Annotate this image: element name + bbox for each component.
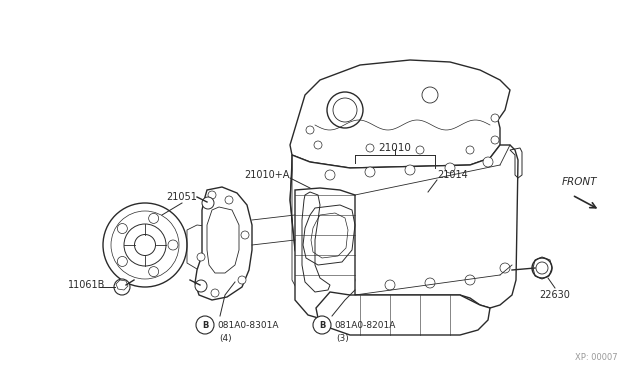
Circle shape (345, 275, 355, 285)
Circle shape (491, 136, 499, 144)
Text: 21014: 21014 (437, 170, 468, 180)
Circle shape (148, 267, 159, 277)
Text: (4): (4) (219, 334, 232, 343)
Circle shape (536, 262, 548, 274)
Circle shape (314, 141, 322, 149)
Circle shape (365, 167, 375, 177)
Circle shape (208, 191, 216, 199)
Circle shape (327, 92, 363, 128)
Text: B: B (202, 321, 208, 330)
Circle shape (124, 224, 166, 266)
Polygon shape (290, 60, 510, 168)
Circle shape (117, 256, 127, 266)
Circle shape (465, 275, 475, 285)
Circle shape (385, 280, 395, 290)
Circle shape (114, 279, 130, 295)
Text: 081A0-8201A: 081A0-8201A (334, 321, 396, 330)
Circle shape (202, 197, 214, 209)
Circle shape (111, 211, 179, 279)
Circle shape (134, 234, 156, 256)
Polygon shape (295, 188, 355, 320)
Circle shape (466, 146, 474, 154)
Circle shape (238, 276, 246, 284)
Circle shape (500, 263, 510, 273)
Circle shape (416, 146, 424, 154)
Text: (3): (3) (336, 334, 349, 343)
Circle shape (405, 165, 415, 175)
Circle shape (491, 114, 499, 122)
Circle shape (168, 240, 178, 250)
Text: 081A0-8301A: 081A0-8301A (217, 321, 278, 330)
Circle shape (425, 278, 435, 288)
Circle shape (103, 203, 187, 287)
Circle shape (195, 280, 207, 292)
Circle shape (366, 144, 374, 152)
Polygon shape (290, 145, 518, 308)
Circle shape (117, 224, 127, 234)
Circle shape (196, 316, 214, 334)
Circle shape (305, 260, 315, 270)
Text: 11061B: 11061B (68, 280, 106, 290)
Circle shape (306, 126, 314, 134)
Circle shape (313, 316, 331, 334)
Polygon shape (195, 187, 252, 300)
Circle shape (241, 231, 249, 239)
Circle shape (211, 289, 219, 297)
Text: 21010+A: 21010+A (244, 170, 290, 180)
Circle shape (422, 87, 438, 103)
Circle shape (483, 157, 493, 167)
Text: XP: 00007: XP: 00007 (575, 353, 618, 362)
Circle shape (333, 98, 357, 122)
Text: B: B (319, 321, 325, 330)
Polygon shape (316, 292, 490, 335)
Circle shape (532, 258, 552, 278)
Text: 22630: 22630 (540, 290, 570, 300)
Text: FRONT: FRONT (562, 177, 598, 187)
Text: 21010: 21010 (379, 143, 412, 153)
Circle shape (148, 214, 159, 223)
Circle shape (225, 196, 233, 204)
Text: 21051: 21051 (166, 192, 197, 202)
Circle shape (445, 163, 455, 173)
Circle shape (325, 170, 335, 180)
Circle shape (197, 253, 205, 261)
